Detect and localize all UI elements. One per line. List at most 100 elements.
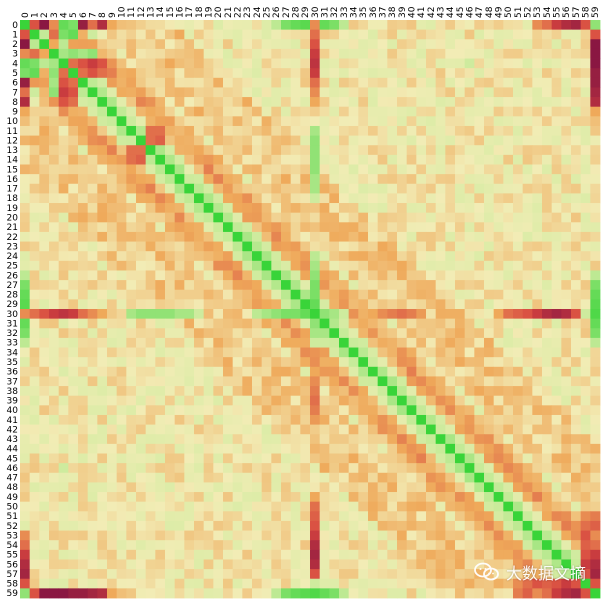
- heatmap-cell: [426, 424, 437, 435]
- heatmap-cell: [339, 299, 350, 310]
- heatmap-cell: [281, 164, 292, 175]
- heatmap-cell: [368, 77, 379, 88]
- heatmap-cell: [58, 289, 69, 300]
- heatmap-cell: [503, 135, 514, 146]
- heatmap-cell: [126, 280, 137, 291]
- heatmap-cell: [580, 241, 591, 252]
- heatmap-cell: [416, 58, 427, 69]
- heatmap-cell: [474, 231, 485, 242]
- heatmap-cell: [29, 520, 40, 531]
- heatmap-cell: [136, 125, 147, 136]
- heatmap-cell: [455, 154, 466, 165]
- heatmap-cell: [271, 97, 282, 108]
- heatmap-cell: [513, 241, 524, 252]
- heatmap-cell: [232, 125, 243, 136]
- heatmap-cell: [242, 68, 253, 79]
- heatmap-cell: [329, 164, 340, 175]
- heatmap-cell: [571, 569, 582, 580]
- heatmap-cell: [455, 328, 466, 339]
- heatmap-cell: [319, 203, 330, 214]
- heatmap-cell: [493, 357, 504, 368]
- heatmap-cell: [493, 231, 504, 242]
- heatmap-cell: [542, 424, 553, 435]
- heatmap-cell: [145, 588, 156, 599]
- heatmap-cell: [213, 328, 224, 339]
- heatmap-cell: [580, 48, 591, 59]
- heatmap-cell: [416, 20, 427, 31]
- y-tick-label: 33: [7, 339, 18, 349]
- heatmap-cell: [387, 540, 398, 551]
- heatmap-cell: [513, 39, 524, 50]
- heatmap-cell: [580, 116, 591, 127]
- heatmap-cell: [493, 549, 504, 560]
- heatmap-cell: [339, 386, 350, 397]
- heatmap-cell: [39, 578, 50, 589]
- heatmap-cell: [551, 212, 562, 223]
- heatmap-cell: [203, 20, 214, 31]
- heatmap-cell: [522, 559, 533, 570]
- heatmap-cell: [542, 87, 553, 98]
- heatmap-cell: [571, 251, 582, 262]
- heatmap-cell: [493, 97, 504, 108]
- heatmap-cell: [58, 511, 69, 522]
- heatmap-cell: [416, 357, 427, 368]
- heatmap-cell: [513, 280, 524, 291]
- heatmap-cell: [97, 347, 108, 358]
- x-tick-label: 2: [40, 12, 50, 18]
- heatmap-cell: [252, 58, 263, 69]
- heatmap-cell: [232, 588, 243, 599]
- heatmap-cell: [203, 309, 214, 320]
- heatmap-cell: [348, 174, 359, 185]
- heatmap-cell: [39, 251, 50, 262]
- heatmap-cell: [97, 357, 108, 368]
- heatmap-cell: [493, 520, 504, 531]
- heatmap-cell: [406, 588, 417, 599]
- heatmap-cell: [542, 347, 553, 358]
- heatmap-cell: [252, 395, 263, 406]
- heatmap-cell: [445, 116, 456, 127]
- heatmap-cell: [329, 559, 340, 570]
- heatmap-cell: [261, 463, 272, 474]
- heatmap-cell: [97, 328, 108, 339]
- heatmap-cell: [348, 116, 359, 127]
- heatmap-cell: [145, 58, 156, 69]
- heatmap-cell: [39, 357, 50, 368]
- heatmap-cell: [252, 549, 263, 560]
- heatmap-cell: [571, 164, 582, 175]
- heatmap-cell: [532, 520, 543, 531]
- heatmap-cell: [348, 414, 359, 425]
- heatmap-cell: [155, 347, 166, 358]
- heatmap-cell: [203, 463, 214, 474]
- heatmap-cell: [20, 328, 31, 339]
- heatmap-cell: [20, 337, 31, 348]
- heatmap-cell: [116, 251, 127, 262]
- heatmap-cell: [107, 424, 118, 435]
- heatmap-cell: [252, 260, 263, 271]
- heatmap-cell: [281, 309, 292, 320]
- heatmap-cell: [339, 241, 350, 252]
- heatmap-cell: [116, 174, 127, 185]
- heatmap-cell: [387, 174, 398, 185]
- heatmap-cell: [368, 366, 379, 377]
- heatmap-cell: [445, 145, 456, 156]
- heatmap-cell: [590, 251, 601, 262]
- heatmap-cell: [561, 174, 572, 185]
- heatmap-cell: [97, 203, 108, 214]
- heatmap-cell: [58, 20, 69, 31]
- heatmap-cell: [580, 376, 591, 387]
- heatmap-cell: [300, 77, 311, 88]
- heatmap-cell: [223, 231, 234, 242]
- heatmap-cell: [358, 97, 369, 108]
- heatmap-cell: [223, 39, 234, 50]
- heatmap-cell: [155, 87, 166, 98]
- heatmap-cell: [242, 520, 253, 531]
- heatmap-cell: [155, 106, 166, 117]
- heatmap-cell: [29, 251, 40, 262]
- y-tick-label: 0: [12, 21, 18, 31]
- heatmap-cell: [300, 280, 311, 291]
- heatmap-cell: [29, 154, 40, 165]
- heatmap-cell: [310, 116, 321, 127]
- heatmap-cell: [213, 386, 224, 397]
- heatmap-cell: [213, 20, 224, 31]
- heatmap-cell: [107, 77, 118, 88]
